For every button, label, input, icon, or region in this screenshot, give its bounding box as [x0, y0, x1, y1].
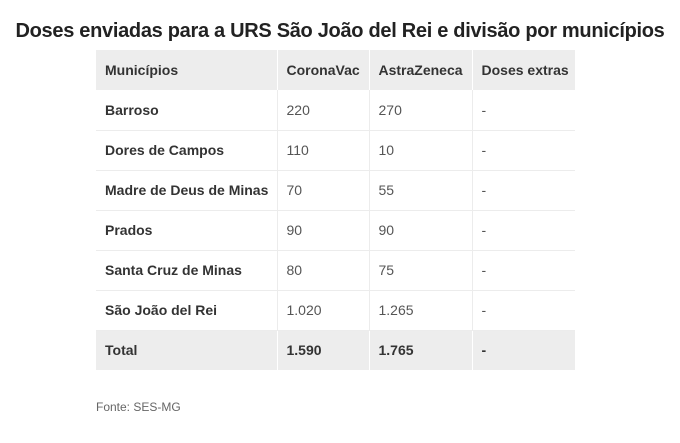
cell-municipio: Madre de Deus de Minas — [96, 170, 278, 211]
table-header-row: Municípios CoronaVac AstraZeneca Doses e… — [96, 50, 575, 90]
header-municipios: Municípios — [96, 50, 278, 90]
header-coronavac: CoronaVac — [277, 50, 370, 90]
cell-municipio: Santa Cruz de Minas — [96, 250, 278, 291]
cell-municipio: Barroso — [96, 90, 278, 131]
table-total-row: Total 1.590 1.765 - — [96, 330, 575, 370]
cell-doses-extras: - — [472, 250, 575, 291]
cell-astrazeneca: 270 — [369, 90, 473, 131]
table-row: Barroso 220 270 - — [96, 90, 575, 131]
cell-doses-extras: - — [472, 170, 575, 211]
cell-doses-extras: - — [472, 130, 575, 171]
cell-astrazeneca: 90 — [369, 210, 473, 251]
cell-astrazeneca: 1.265 — [369, 290, 473, 331]
table-row: São João del Rei 1.020 1.265 - — [96, 290, 575, 331]
cell-coronavac: 80 — [277, 250, 370, 291]
cell-astrazeneca: 10 — [369, 130, 473, 171]
total-astrazeneca: 1.765 — [369, 330, 473, 370]
table-row: Madre de Deus de Minas 70 55 - — [96, 170, 575, 211]
cell-coronavac: 220 — [277, 90, 370, 131]
cell-astrazeneca: 75 — [369, 250, 473, 291]
page-title: Doses enviadas para a URS São João del R… — [15, 20, 665, 42]
total-label: Total — [96, 330, 278, 370]
cell-coronavac: 1.020 — [277, 290, 370, 331]
table-row: Prados 90 90 - — [96, 210, 575, 251]
cell-municipio: Prados — [96, 210, 278, 251]
total-doses-extras: - — [472, 330, 575, 370]
cell-astrazeneca: 55 — [369, 170, 473, 211]
table-row: Dores de Campos 110 10 - — [96, 130, 575, 171]
table-row: Santa Cruz de Minas 80 75 - — [96, 250, 575, 291]
cell-municipio: Dores de Campos — [96, 130, 278, 171]
header-astrazeneca: AstraZeneca — [369, 50, 473, 90]
cell-coronavac: 90 — [277, 210, 370, 251]
source-note: Fonte: SES-MG — [96, 400, 181, 414]
total-coronavac: 1.590 — [277, 330, 370, 370]
cell-coronavac: 70 — [277, 170, 370, 211]
cell-doses-extras: - — [472, 290, 575, 331]
doses-table: Municípios CoronaVac AstraZeneca Doses e… — [96, 50, 575, 370]
header-doses-extras: Doses extras — [472, 50, 575, 90]
cell-doses-extras: - — [472, 210, 575, 251]
cell-municipio: São João del Rei — [96, 290, 278, 331]
cell-coronavac: 110 — [277, 130, 370, 171]
cell-doses-extras: - — [472, 90, 575, 131]
